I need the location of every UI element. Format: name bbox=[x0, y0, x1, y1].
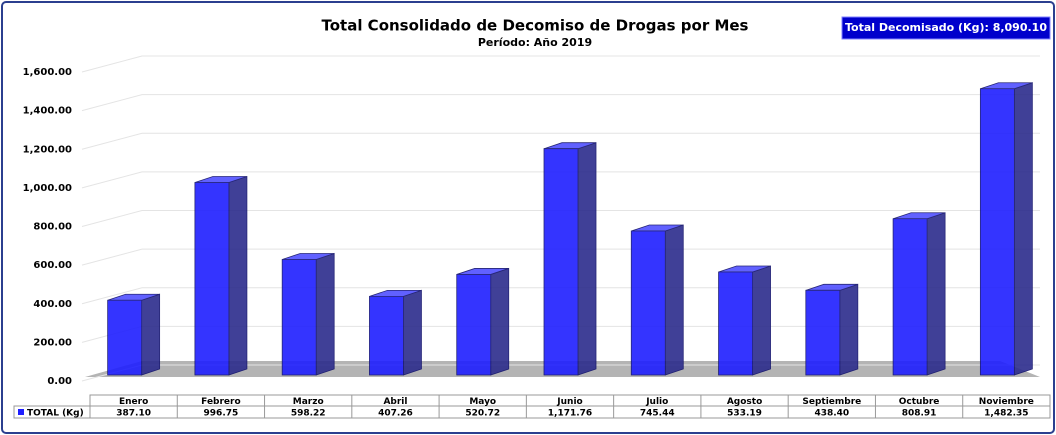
data-label: 387.10 bbox=[116, 409, 151, 419]
bar bbox=[543, 142, 597, 376]
bar-side bbox=[926, 212, 946, 376]
data-label: 598.22 bbox=[291, 409, 326, 419]
y-tick-label: 1,000.00 bbox=[23, 183, 72, 194]
grid-line bbox=[81, 55, 1040, 73]
data-label: 808.91 bbox=[902, 409, 937, 419]
y-tick-label: 200.00 bbox=[33, 337, 72, 348]
grid-line bbox=[81, 171, 1040, 189]
x-tick-label: Septiembre bbox=[802, 397, 861, 407]
y-tick-label: 0.00 bbox=[47, 376, 72, 387]
total-badge bbox=[841, 16, 1051, 40]
bar-side bbox=[1013, 82, 1033, 376]
data-label: 745.44 bbox=[640, 409, 675, 419]
bar bbox=[456, 267, 510, 376]
bar bbox=[194, 175, 248, 376]
y-tick-label: 1,600.00 bbox=[23, 67, 72, 78]
bar-side bbox=[577, 142, 597, 376]
bar-front bbox=[194, 182, 230, 376]
x-tick-label: Febrero bbox=[201, 397, 241, 407]
bar bbox=[630, 224, 684, 376]
x-tick-label: Marzo bbox=[293, 397, 324, 407]
bar-side bbox=[490, 267, 510, 376]
x-tick-label: Noviembre bbox=[979, 397, 1034, 407]
data-label: 1,171.76 bbox=[548, 409, 592, 419]
x-tick-label: Octubre bbox=[899, 397, 940, 407]
y-tick-label: 400.00 bbox=[33, 299, 72, 310]
chart-subtitle: Período: Año 2019 bbox=[478, 36, 592, 49]
bar-front bbox=[892, 218, 928, 376]
data-label: 407.26 bbox=[378, 409, 413, 419]
bar-front bbox=[805, 289, 841, 376]
data-label: 533.19 bbox=[727, 409, 762, 419]
bar bbox=[805, 283, 859, 376]
x-tick-label: Abril bbox=[383, 397, 407, 407]
data-label: 438.40 bbox=[814, 409, 849, 419]
bar bbox=[281, 252, 335, 376]
bar bbox=[369, 289, 422, 376]
y-tick-label: 1,400.00 bbox=[23, 106, 72, 117]
bar bbox=[107, 293, 161, 376]
grid-line bbox=[81, 132, 1040, 150]
y-tick-label: 1,200.00 bbox=[23, 144, 72, 155]
bar-front bbox=[107, 299, 143, 376]
bar-side bbox=[403, 289, 422, 376]
bar bbox=[892, 212, 946, 376]
grid-line bbox=[81, 248, 1040, 266]
bar-side bbox=[228, 175, 248, 376]
bar-front bbox=[456, 274, 492, 376]
bar-front bbox=[718, 271, 753, 376]
bar-front bbox=[281, 259, 317, 376]
chart-title: Total Consolidado de Decomiso de Drogas … bbox=[321, 17, 748, 35]
legend-label: TOTAL (Kg) bbox=[27, 409, 84, 419]
bar-front bbox=[369, 295, 404, 376]
bar bbox=[979, 82, 1033, 376]
bar-side bbox=[141, 293, 161, 376]
bar-side bbox=[752, 265, 771, 376]
x-tick-label: Julio bbox=[645, 397, 668, 407]
y-tick-label: 800.00 bbox=[33, 222, 72, 233]
total-badge-text: Total Decomisado (Kg): 8,090.10 bbox=[845, 21, 1047, 34]
x-tick-label: Enero bbox=[119, 397, 148, 407]
data-label: 520.72 bbox=[465, 409, 500, 419]
bar-front bbox=[979, 88, 1015, 376]
bar bbox=[718, 265, 771, 376]
grid-line bbox=[81, 94, 1040, 112]
data-label: 996.75 bbox=[204, 409, 239, 419]
grid-line bbox=[81, 210, 1040, 227]
x-tick-label: Junio bbox=[556, 397, 582, 407]
legend-swatch bbox=[18, 409, 24, 415]
bar-side bbox=[839, 283, 859, 376]
x-tick-label: Mayo bbox=[469, 397, 496, 407]
x-tick-label: Agosto bbox=[727, 397, 762, 407]
bar-front bbox=[630, 230, 666, 376]
bar-side bbox=[315, 252, 335, 376]
y-tick-label: 600.00 bbox=[33, 260, 72, 271]
data-label: 1,482.35 bbox=[984, 409, 1028, 419]
bar-front bbox=[543, 148, 579, 376]
bar-side bbox=[664, 224, 684, 376]
